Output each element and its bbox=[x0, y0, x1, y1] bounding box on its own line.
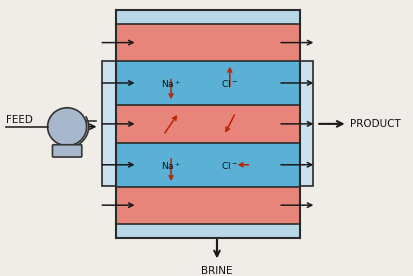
Bar bbox=[116, 187, 300, 224]
Text: Na$^+$: Na$^+$ bbox=[161, 78, 181, 90]
Text: Na$^+$: Na$^+$ bbox=[161, 160, 181, 172]
Circle shape bbox=[47, 108, 87, 146]
FancyBboxPatch shape bbox=[52, 145, 82, 157]
Bar bbox=[300, 61, 313, 186]
Text: Cl$^-$: Cl$^-$ bbox=[221, 78, 238, 89]
Text: Cl$^-$: Cl$^-$ bbox=[221, 160, 238, 171]
Text: PRODUCT: PRODUCT bbox=[351, 119, 401, 129]
Bar bbox=[116, 105, 300, 143]
Bar bbox=[116, 10, 300, 24]
Text: BRINE: BRINE bbox=[201, 266, 233, 276]
Bar bbox=[116, 61, 300, 105]
Bar bbox=[116, 143, 300, 187]
Bar bbox=[102, 61, 116, 186]
Bar bbox=[116, 10, 300, 238]
Bar bbox=[116, 224, 300, 238]
Bar bbox=[116, 24, 300, 61]
Text: FEED: FEED bbox=[6, 115, 33, 125]
